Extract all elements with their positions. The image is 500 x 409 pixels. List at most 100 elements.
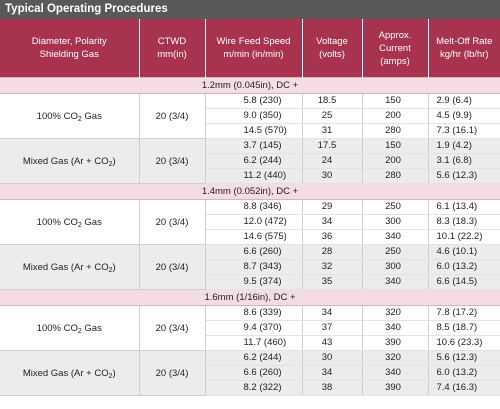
current-cell: 340 xyxy=(362,229,429,245)
section-header-row: 1.2mm (0.045in), DC + xyxy=(0,77,500,94)
voltage-cell: 30 xyxy=(302,350,363,366)
header-wire-feed-speed: Wire Feed Speed m/min (in/min) xyxy=(205,19,303,78)
table-row: 6.2 (244) 24 200 3.1 (6.8) xyxy=(0,153,500,169)
table-body: 1.2mm (0.045in), DC +100% CO2 Gas 20 (3/4… xyxy=(0,77,500,396)
current-cell: 320 xyxy=(362,305,429,321)
wire-feed-speed-cell: 8.2 (322) xyxy=(205,380,303,396)
current-cell: 200 xyxy=(362,153,429,169)
wire-feed-speed-cell: 8.8 (346) xyxy=(205,199,303,215)
table-row: 11.2 (440) 30 280 5.6 (12.3) xyxy=(0,168,500,184)
ctwd-cell: 20 (3/4) xyxy=(139,93,206,139)
ctwd-cell: 20 (3/4) xyxy=(139,305,206,351)
shielding-gas-cell: 100% CO2 Gas xyxy=(0,305,140,351)
wire-feed-speed-cell: 11.2 (440) xyxy=(205,168,303,184)
wire-feed-speed-cell: 14.5 (570) xyxy=(205,123,303,139)
voltage-cell: 35 xyxy=(302,274,363,290)
ctwd-cell: 20 (3/4) xyxy=(139,199,206,245)
melt-off-rate-cell: 7.4 (16.3) xyxy=(428,380,500,396)
header-ctwd: CTWD mm(in) xyxy=(139,19,206,78)
ctwd-cell: 20 (3/4) xyxy=(139,244,206,290)
current-cell: 280 xyxy=(362,168,429,184)
voltage-cell: 17.5 xyxy=(302,138,363,154)
ctwd-cell: 20 (3/4) xyxy=(139,350,206,396)
wire-feed-speed-cell: 12.0 (472) xyxy=(205,214,303,230)
voltage-cell: 32 xyxy=(302,259,363,275)
wire-feed-speed-cell: 6.6 (260) xyxy=(205,244,303,260)
voltage-cell: 34 xyxy=(302,305,363,321)
wire-feed-speed-cell: 9.4 (370) xyxy=(205,320,303,336)
melt-off-rate-cell: 10.6 (23.3) xyxy=(428,335,500,351)
melt-off-rate-cell: 6.0 (13.2) xyxy=(428,365,500,381)
shielding-gas-cell: Mixed Gas (Ar + CO2) xyxy=(0,138,140,184)
table-row: Mixed Gas (Ar + CO2) 20 (3/4) 3.7 (145) 17.… xyxy=(0,138,500,184)
table-row: 14.6 (575) 36 340 10.1 (22.2) xyxy=(0,229,500,245)
current-cell: 150 xyxy=(362,93,429,109)
voltage-cell: 34 xyxy=(302,214,363,230)
voltage-cell: 30 xyxy=(302,168,363,184)
current-cell: 300 xyxy=(362,214,429,230)
wire-feed-speed-cell: 6.2 (244) xyxy=(205,350,303,366)
melt-off-rate-cell: 6.0 (13.2) xyxy=(428,259,500,275)
wire-feed-speed-cell: 8.6 (339) xyxy=(205,305,303,321)
melt-off-rate-cell: 5.6 (12.3) xyxy=(428,350,500,366)
table-row: 8.2 (322) 38 390 7.4 (16.3) xyxy=(0,380,500,396)
current-cell: 390 xyxy=(362,335,429,351)
current-cell: 340 xyxy=(362,274,429,290)
wire-feed-speed-cell: 8.7 (343) xyxy=(205,259,303,275)
current-cell: 390 xyxy=(362,380,429,396)
current-cell: 340 xyxy=(362,320,429,336)
melt-off-rate-cell: 1.9 (4.2) xyxy=(428,138,500,154)
table-row: 100% CO2 Gas 20 (3/4) 5.8 (230) 18.5 150 2.9 … xyxy=(0,93,500,139)
table-row: 14.5 (570) 31 280 7.3 (16.1) xyxy=(0,123,500,139)
shielding-gas-cell: 100% CO2 Gas xyxy=(0,199,140,245)
table-row: 100% CO2 Gas 20 (3/4) 8.6 (339) 34 320 7.8 (1… xyxy=(0,305,500,351)
voltage-cell: 18.5 xyxy=(302,93,363,109)
header-melt-off-rate: Melt-Off Rate kg/hr (lb/hr) xyxy=(428,19,500,78)
panel-title: Typical Operating Procedures xyxy=(0,0,500,19)
header-voltage: Voltage (volts) xyxy=(302,19,363,78)
voltage-cell: 38 xyxy=(302,380,363,396)
wire-feed-speed-cell: 9.0 (350) xyxy=(205,108,303,124)
melt-off-rate-cell: 3.1 (6.8) xyxy=(428,153,500,169)
shielding-gas-cell: Mixed Gas (Ar + CO2) xyxy=(0,350,140,396)
voltage-cell: 34 xyxy=(302,365,363,381)
table-row: 6.6 (260) 34 340 6.0 (13.2) xyxy=(0,365,500,381)
table-row: 12.0 (472) 34 300 8.3 (18.3) xyxy=(0,214,500,230)
melt-off-rate-cell: 8.5 (18.7) xyxy=(428,320,500,336)
wire-feed-speed-cell: 3.7 (145) xyxy=(205,138,303,154)
wire-feed-speed-cell: 9.5 (374) xyxy=(205,274,303,290)
current-cell: 280 xyxy=(362,123,429,139)
section-header-row: 1.4mm (0.052in), DC + xyxy=(0,183,500,200)
section-header-row: 1.6mm (1/16in), DC + xyxy=(0,289,500,306)
melt-off-rate-cell: 7.8 (17.2) xyxy=(428,305,500,321)
melt-off-rate-cell: 2.9 (6.4) xyxy=(428,93,500,109)
wire-feed-speed-cell: 14.6 (575) xyxy=(205,229,303,245)
table-row: 9.0 (350) 25 200 4.5 (9.9) xyxy=(0,108,500,124)
table-row: 100% CO2 Gas 20 (3/4) 8.8 (346) 29 250 6.1 (1… xyxy=(0,199,500,245)
shielding-gas-cell: 100% CO2 Gas xyxy=(0,93,140,139)
table-row: Mixed Gas (Ar + CO2) 20 (3/4) 6.2 (244) 30 3… xyxy=(0,350,500,396)
current-cell: 250 xyxy=(362,199,429,215)
voltage-cell: 24 xyxy=(302,153,363,169)
melt-off-rate-cell: 4.5 (9.9) xyxy=(428,108,500,124)
current-cell: 150 xyxy=(362,138,429,154)
table-row: 8.7 (343) 32 300 6.0 (13.2) xyxy=(0,259,500,275)
table-row: 9.4 (370) 37 340 8.5 (18.7) xyxy=(0,320,500,336)
header-row: Diameter, Polarity Shielding Gas CTWD mm… xyxy=(0,19,500,78)
table-row: Mixed Gas (Ar + CO2) 20 (3/4) 6.6 (260) 28 2… xyxy=(0,244,500,290)
voltage-cell: 37 xyxy=(302,320,363,336)
melt-off-rate-cell: 6.6 (14.5) xyxy=(428,274,500,290)
table-row: 11.7 (460) 43 390 10.6 (23.3) xyxy=(0,335,500,351)
voltage-cell: 43 xyxy=(302,335,363,351)
melt-off-rate-cell: 4.6 (10.1) xyxy=(428,244,500,260)
melt-off-rate-cell: 6.1 (13.4) xyxy=(428,199,500,215)
ctwd-cell: 20 (3/4) xyxy=(139,138,206,184)
header-diameter: Diameter, Polarity Shielding Gas xyxy=(0,19,140,78)
current-cell: 320 xyxy=(362,350,429,366)
voltage-cell: 25 xyxy=(302,108,363,124)
procedures-table: Diameter, Polarity Shielding Gas CTWD mm… xyxy=(0,19,500,396)
current-cell: 300 xyxy=(362,259,429,275)
wire-feed-speed-cell: 6.2 (244) xyxy=(205,153,303,169)
melt-off-rate-cell: 10.1 (22.2) xyxy=(428,229,500,245)
